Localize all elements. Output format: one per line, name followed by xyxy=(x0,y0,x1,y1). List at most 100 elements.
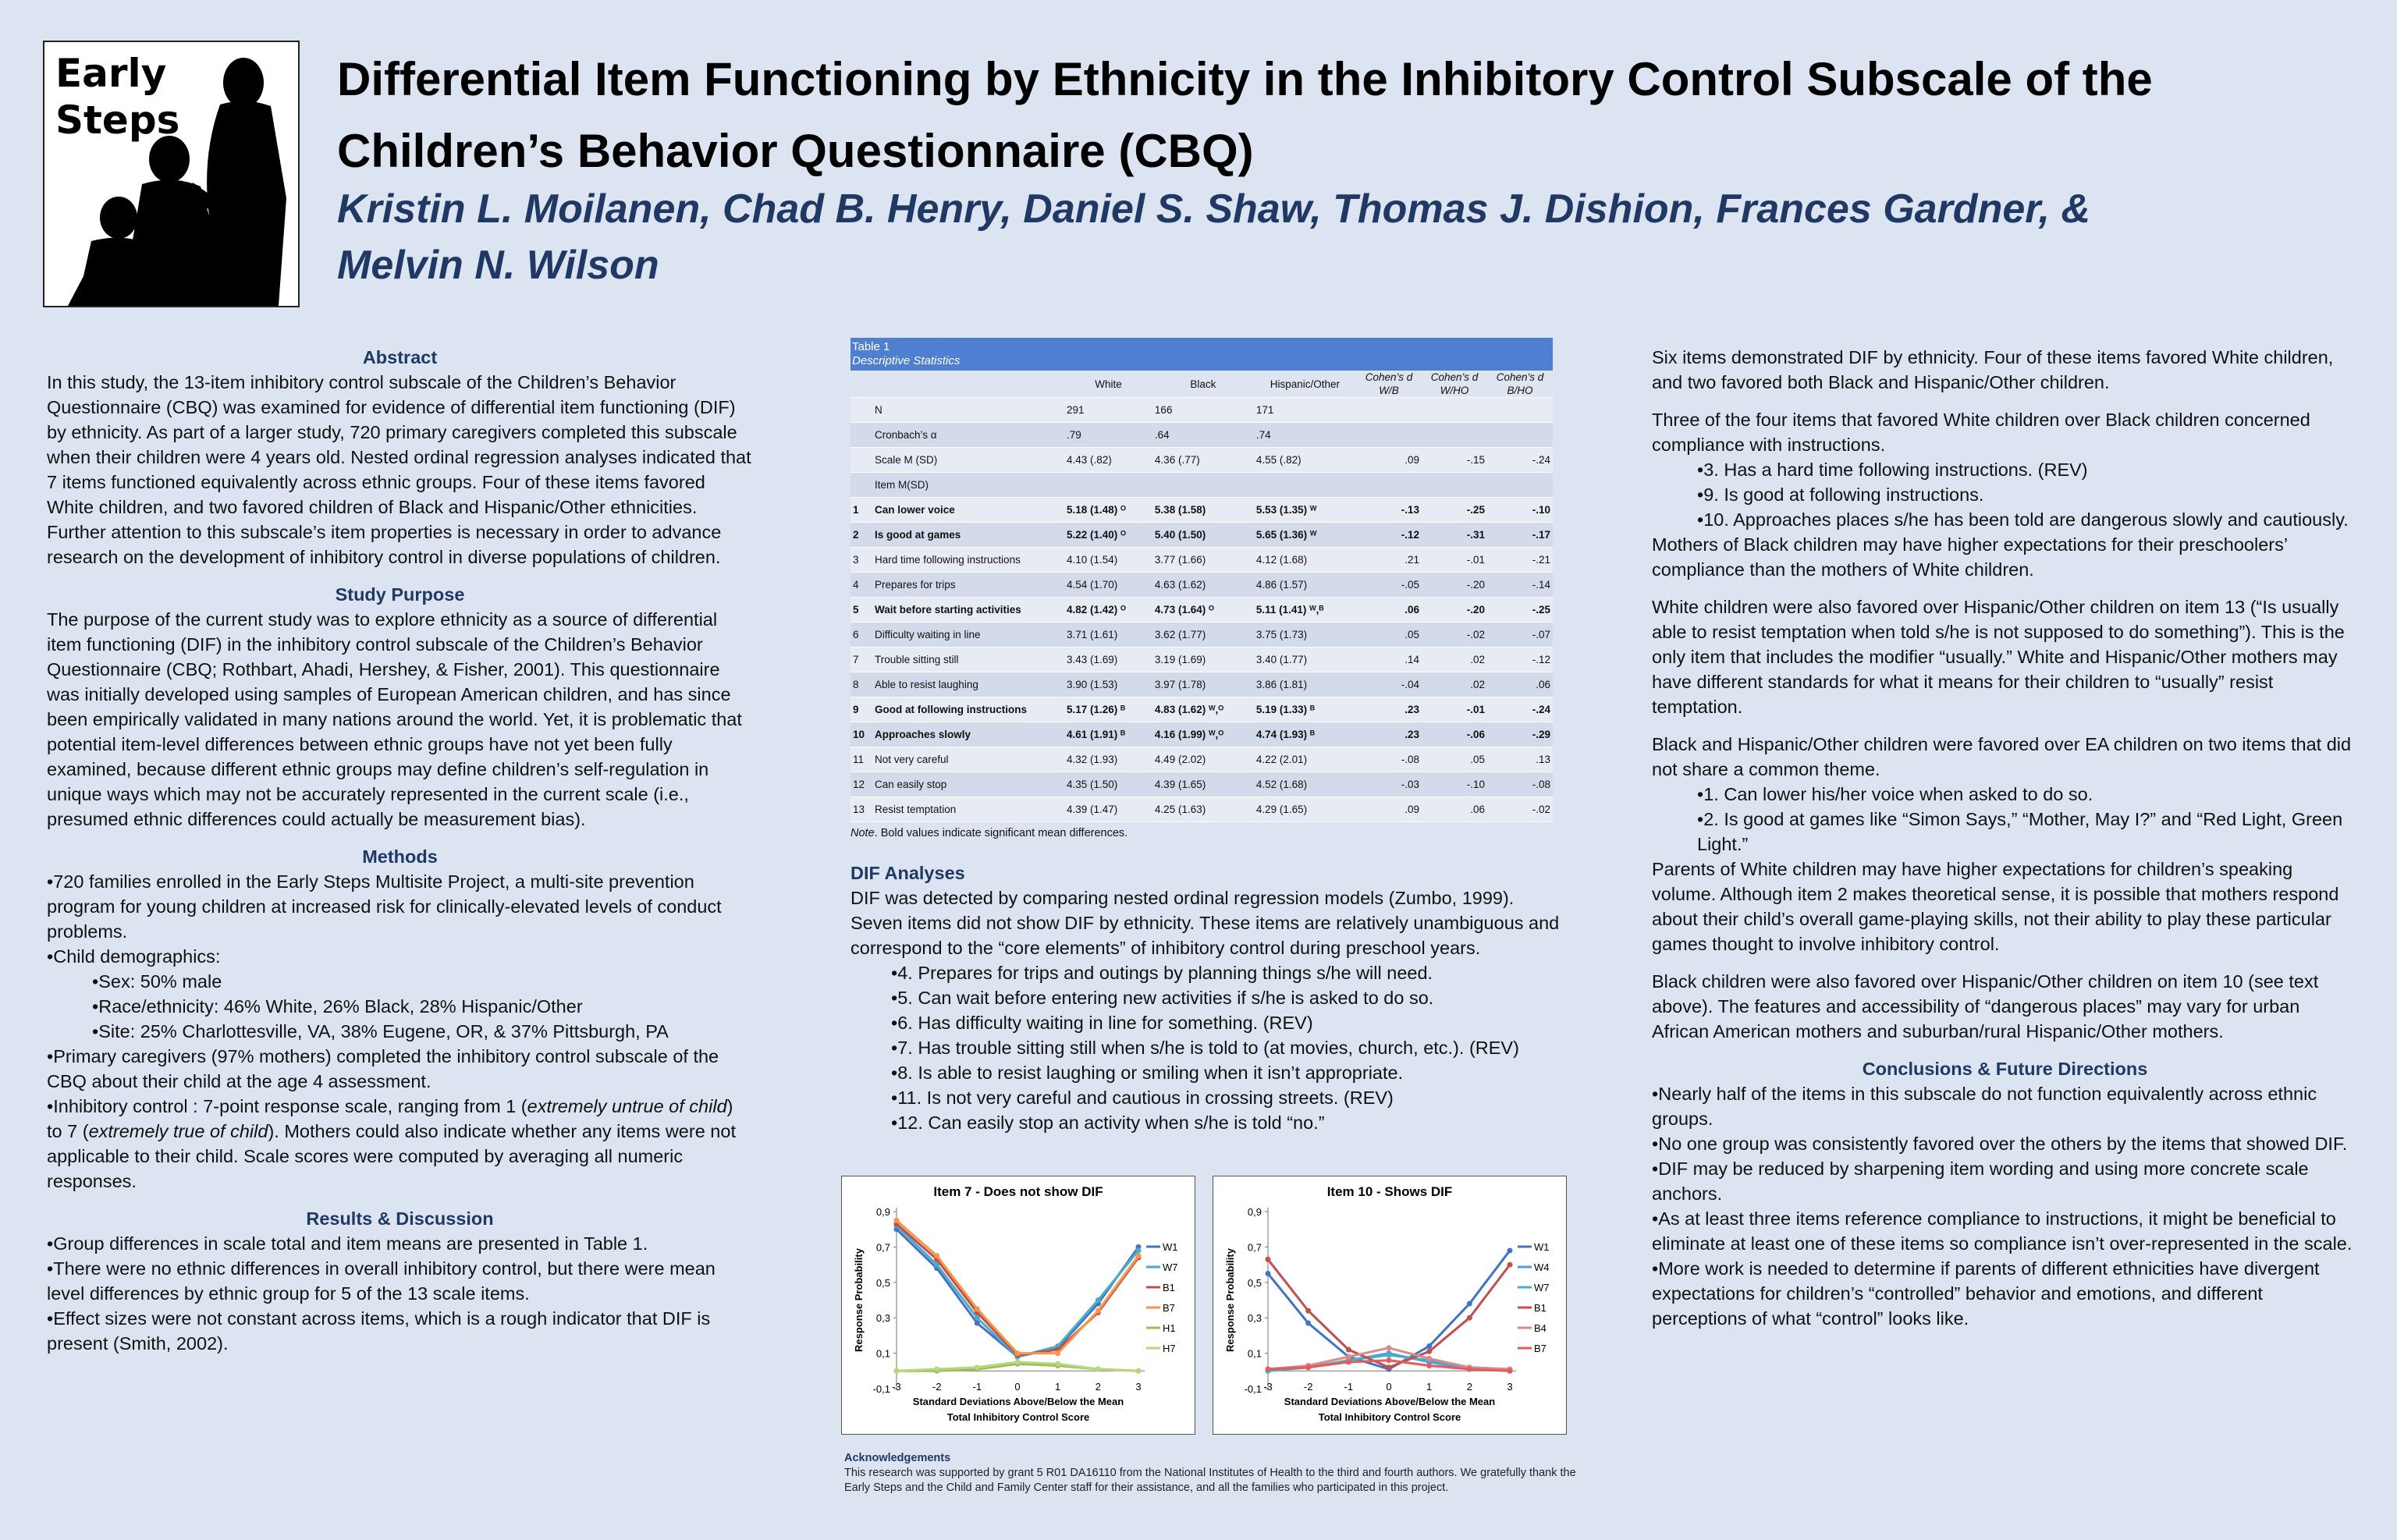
methods-sub-bullet: •Site: 25% Charlottesville, VA, 38% Euge… xyxy=(92,1021,669,1041)
table-row: Item M(SD) xyxy=(850,472,1553,498)
data-point xyxy=(1014,1359,1021,1365)
table-row: 4 Prepares for trips 4.54 (1.70) 4.63 (1.62… xyxy=(850,572,1553,598)
data-point xyxy=(974,1320,980,1326)
methods-anchor-low: extremely untrue of child xyxy=(527,1096,727,1116)
right-paragraph: Six items demonstrated DIF by ethnicity.… xyxy=(1652,347,2334,392)
legend-label: H7 xyxy=(1163,1343,1176,1354)
table-cell-num xyxy=(850,447,872,473)
table-cell-num: 3 xyxy=(850,547,872,573)
dif-item: •6. Has difficulty waiting in line for s… xyxy=(891,1013,1313,1033)
table-cell-label: Not very careful xyxy=(872,747,1064,772)
table-cell-h: 3.86 (1.81) xyxy=(1253,672,1356,697)
table-cell-label: Approaches slowly xyxy=(872,722,1064,747)
methods-bullet: •720 families enrolled in the Early Step… xyxy=(47,871,722,942)
x-axis-label: Standard Deviations Above/Below the Mean xyxy=(913,1396,1124,1407)
table-cell-h: 171 xyxy=(1253,397,1356,423)
data-point xyxy=(1426,1355,1433,1361)
data-point xyxy=(1386,1357,1392,1364)
data-point xyxy=(1265,1256,1271,1262)
table-cell-h: 4.55 (.82) xyxy=(1253,447,1356,473)
right-item: •3. Has a hard time following instructio… xyxy=(1697,460,2088,480)
table-cell-b: 5.38 (1.58) xyxy=(1152,497,1254,523)
x-axis-label: Total Inhibitory Control Score xyxy=(1319,1411,1461,1423)
table-cell-w: 5.22 (1.40) ᴼ xyxy=(1064,522,1152,548)
table-cell-h: 4.74 (1.93) ᴮ xyxy=(1253,722,1356,747)
table-header-cell: Cohen’s d W/HO xyxy=(1422,371,1487,398)
x-tick-label: 2 xyxy=(1467,1381,1472,1393)
table-cell-d2 xyxy=(1422,472,1487,498)
table-cell-d1: -.08 xyxy=(1356,747,1422,772)
x-tick-label: 3 xyxy=(1507,1381,1512,1393)
dif-item: •7. Has trouble sitting still when s/he … xyxy=(891,1038,1519,1058)
table-cell-w: .79 xyxy=(1064,422,1152,448)
data-point xyxy=(974,1306,980,1312)
table-cell-num: 7 xyxy=(850,647,872,672)
data-point xyxy=(1426,1348,1433,1354)
data-point xyxy=(1466,1366,1472,1372)
legend-label: H1 xyxy=(1163,1322,1176,1334)
abstract-heading: Abstract xyxy=(362,347,438,367)
conclusion-bullet: •Nearly half of the items in this subsca… xyxy=(1652,1084,2317,1129)
table-cell-d3: -.12 xyxy=(1487,647,1553,672)
x-tick-label: 0 xyxy=(1014,1381,1020,1393)
table-row: 9 Good at following instructions 5.17 (1.2… xyxy=(850,697,1553,722)
legend-label: B7 xyxy=(1163,1302,1175,1314)
table-note: Note. Bold values indicate significant m… xyxy=(850,827,1553,839)
table-cell-b: 3.77 (1.66) xyxy=(1152,547,1254,573)
table-cell-d3: -.02 xyxy=(1487,797,1553,822)
methods-bullet: •Primary caregivers (97% mothers) comple… xyxy=(47,1046,719,1091)
right-column: Six items demonstrated DIF by ethnicity.… xyxy=(1652,345,2358,1331)
x-tick-label: -1 xyxy=(1344,1381,1354,1393)
table-cell-d2: -.20 xyxy=(1422,597,1487,623)
right-item: •1. Can lower his/her voice when asked t… xyxy=(1697,784,2093,804)
y-tick-label: 0,9 xyxy=(1248,1206,1262,1218)
dif-text: DIF was detected by comparing nested ord… xyxy=(850,888,1560,958)
table-cell-h: 4.29 (1.65) xyxy=(1253,797,1356,822)
table-cell-d3: -.07 xyxy=(1487,622,1553,648)
table-cell-d1: -.12 xyxy=(1356,522,1422,548)
table-cell-b: 4.39 (1.65) xyxy=(1152,772,1254,797)
table-cell-b: 4.25 (1.63) xyxy=(1152,797,1254,822)
table-cell-d2: .06 xyxy=(1422,797,1487,822)
table-header-cell: Cohen’s d W/B xyxy=(1356,371,1422,398)
table-cell-num xyxy=(850,397,872,423)
logo-text: Early Steps xyxy=(55,50,179,144)
table-cell-num: 2 xyxy=(850,522,872,548)
y-tick-label: 0,5 xyxy=(1248,1277,1262,1289)
data-point xyxy=(1345,1354,1351,1360)
results-bullet: •Effect sizes were not constant across i… xyxy=(47,1308,711,1354)
table-cell-d3: -.14 xyxy=(1487,572,1553,598)
x-tick-label: 1 xyxy=(1426,1381,1432,1393)
table-row: Cronbach’s α .79.64.74 xyxy=(850,422,1553,448)
stats-table: White Black Hispanic/Other Cohen’s d W/B Coh… xyxy=(850,371,1553,822)
table-cell-b: 3.19 (1.69) xyxy=(1152,647,1254,672)
y-tick-label: 0,9 xyxy=(876,1206,890,1218)
data-point xyxy=(1426,1343,1433,1350)
table-header-cell: Black xyxy=(1152,371,1254,398)
table-cell-d1: .14 xyxy=(1356,647,1422,672)
table-cell-num: 8 xyxy=(850,672,872,697)
data-point xyxy=(1386,1364,1392,1371)
dif-item: •8. Is able to resist laughing or smilin… xyxy=(891,1063,1404,1083)
table-cell-w: 4.10 (1.54) xyxy=(1064,547,1152,573)
legend-label: W1 xyxy=(1534,1241,1550,1253)
table-cell-label: Can lower voice xyxy=(872,497,1064,523)
dif-item: •11. Is not very careful and cautious in… xyxy=(891,1088,1394,1108)
table-cell-w: 5.18 (1.48) ᴼ xyxy=(1064,497,1152,523)
table-cell-d1: .06 xyxy=(1356,597,1422,623)
conclusion-bullet: •As at least three items reference compl… xyxy=(1652,1208,2353,1254)
table-cell-d1: .21 xyxy=(1356,547,1422,573)
table-row: N 291 166 171 xyxy=(850,397,1553,423)
right-item: •10. Approaches places s/he has been tol… xyxy=(1697,509,2349,530)
table-caption: Table 1 Descriptive Statistics xyxy=(850,338,1553,371)
early-steps-logo: Early Steps xyxy=(43,41,300,307)
table-cell-d3: -.10 xyxy=(1487,497,1553,523)
y-tick-label: 0,3 xyxy=(876,1312,890,1324)
results-bullet: •There were no ethnic differences in ove… xyxy=(47,1258,716,1304)
table-cell-label: Trouble sitting still xyxy=(872,647,1064,672)
table-cell-b: 4.49 (2.02) xyxy=(1152,747,1254,772)
table-cell-d1: .23 xyxy=(1356,697,1422,722)
data-point xyxy=(974,1315,980,1321)
data-point xyxy=(1135,1253,1142,1259)
table-cell-label: Able to resist laughing xyxy=(872,672,1064,697)
